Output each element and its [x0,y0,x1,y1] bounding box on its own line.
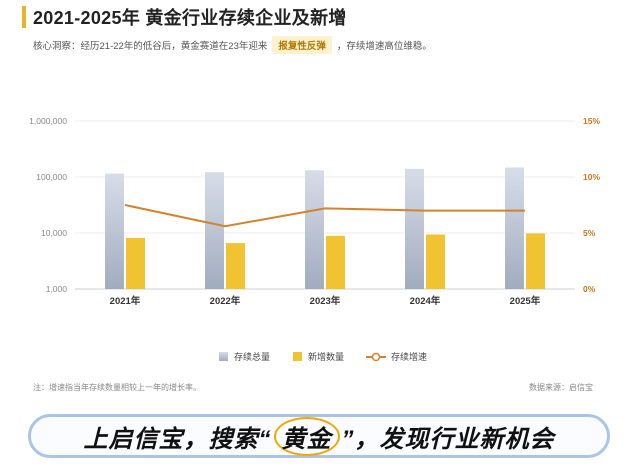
y2-tick-label: 15% [583,116,600,126]
legend-swatch-total [219,352,228,361]
y-tick-label: 10,000 [41,228,67,238]
bar-total [405,168,424,289]
x-tick-label: 2024年 [410,295,441,307]
insight-prefix: 核心洞察：经历21-22年的低谷后，黄金赛道在23年迎来 [33,41,268,52]
bar-new [226,243,245,289]
y2-tick-label: 5% [583,228,596,238]
growth-line [124,204,525,228]
data-source: 数据来源：启信宝 [529,383,593,392]
x-tick-label: 2021年 [110,295,141,307]
insight-line: 核心洞察：经历21-22年的低谷后，黄金赛道在23年迎来 报复性反弹 ，存续增速… [33,36,432,54]
legend-label-growth: 存续增速 [391,351,427,362]
legend-label-total: 存续总量 [234,351,270,362]
bar-total [505,167,524,289]
bar-new [426,234,445,289]
y2-tick-label: 0% [583,284,596,294]
bar-new [526,233,545,289]
bar-total [105,173,124,289]
banner-text-after: ”，发现行业新机会 [341,425,555,453]
banner-text-before: 上启信宝，搜索“ [83,425,272,453]
x-tick-label: 2022年 [210,295,241,307]
y2-tick-label: 10% [583,172,600,182]
legend-marker-growth [371,352,381,362]
x-tick-label: 2025年 [510,295,541,307]
bar-total [205,172,224,289]
x-tick-label: 2023年 [310,295,341,307]
banner-keyword: 黄金 [273,416,340,456]
banner-text: 上启信宝，搜索“ 黄金 ”，发现行业新机会 [31,416,607,456]
chart-title: 2021-2025年 黄金行业存续企业及新增 [33,8,347,28]
bar-new [326,235,345,289]
insight-highlight: 报复性反弹 [272,36,332,54]
bar-total [305,170,324,289]
footnote: 注：增速指当年存续数量相较上一年的增长率。 [33,383,201,392]
legend-swatch-new [293,352,302,361]
y-tick-label: 100,000 [36,172,67,182]
insight-suffix: ，存续增速高位维稳。 [336,41,432,52]
title-accent-bar [22,6,26,28]
bar-new [126,237,145,289]
y-tick-label: 1,000 [46,284,68,294]
y-tick-label: 1,000,000 [29,116,67,126]
legend-label-new: 新增数量 [308,351,344,362]
chart-area: 1,000 10,000 100,000 1,000,000 0% 5% 10% 15% 202… [29,116,600,362]
promo-banner[interactable]: 上启信宝，搜索“ 黄金 ”，发现行业新机会 [28,414,610,458]
